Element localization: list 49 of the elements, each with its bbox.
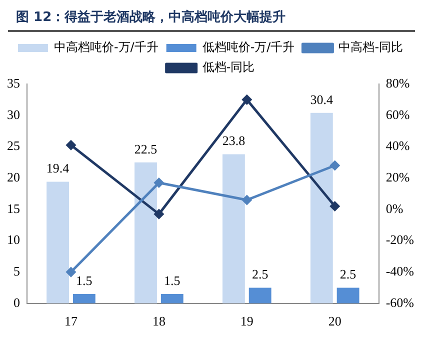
legend-label: 中高档-同比: [338, 40, 404, 54]
bar: [310, 112, 333, 304]
y2-tick-label: -60%: [386, 294, 414, 310]
chart-title: 图 12：得益于老酒战略，中高档吨价大幅提升: [8, 0, 415, 32]
data-label: 19.4: [46, 160, 70, 176]
point: [66, 140, 76, 150]
bar: [134, 162, 157, 304]
point: [66, 267, 76, 277]
data-label: 2.5: [252, 266, 268, 282]
data-label: 30.4: [310, 92, 334, 107]
data-label: 22.5: [134, 141, 158, 156]
y2-tick-label: 80%: [386, 75, 410, 90]
legend-label: 中高档吨价-万/千升: [54, 40, 158, 54]
y-tick-label: 10: [7, 232, 20, 248]
y2-tick-label: -40%: [386, 263, 414, 278]
bar: [160, 294, 184, 304]
point: [154, 178, 164, 188]
legend-label: 低档-同比: [202, 60, 255, 74]
point: [242, 94, 252, 104]
y2-tick-label: 20%: [386, 169, 410, 184]
y2-tick-label: 40%: [386, 138, 410, 154]
bar: [72, 294, 96, 304]
y-tick-label: 20: [7, 169, 20, 184]
point: [242, 195, 252, 205]
bar: [222, 154, 245, 304]
y-tick-label: 35: [7, 75, 20, 90]
y2-tick-label: 60%: [386, 106, 410, 122]
bar: [248, 288, 272, 304]
point: [330, 201, 340, 211]
point: [154, 209, 164, 219]
x-tick-label: 19: [240, 314, 254, 329]
data-label: 23.8: [222, 133, 246, 148]
x-tick-label: 20: [328, 314, 342, 329]
legend-label: 低档吨价-万/千升: [202, 40, 295, 54]
data-label: 1.5: [164, 272, 180, 288]
y-tick-label: 30: [7, 106, 20, 122]
bar: [46, 182, 69, 304]
y2-tick-label: 0%: [386, 200, 404, 216]
x-tick-label: 18: [152, 314, 166, 329]
bar: [336, 288, 360, 304]
y-tick-label: 0: [14, 294, 20, 310]
y-tick-label: 15: [7, 200, 20, 216]
y-tick-label: 5: [14, 263, 20, 278]
y-tick-label: 25: [7, 138, 20, 154]
point: [330, 160, 340, 170]
y2-tick-label: -20%: [386, 232, 414, 248]
x-tick-label: 17: [64, 314, 78, 329]
data-label: 2.5: [340, 266, 356, 282]
data-label: 1.5: [76, 272, 92, 288]
